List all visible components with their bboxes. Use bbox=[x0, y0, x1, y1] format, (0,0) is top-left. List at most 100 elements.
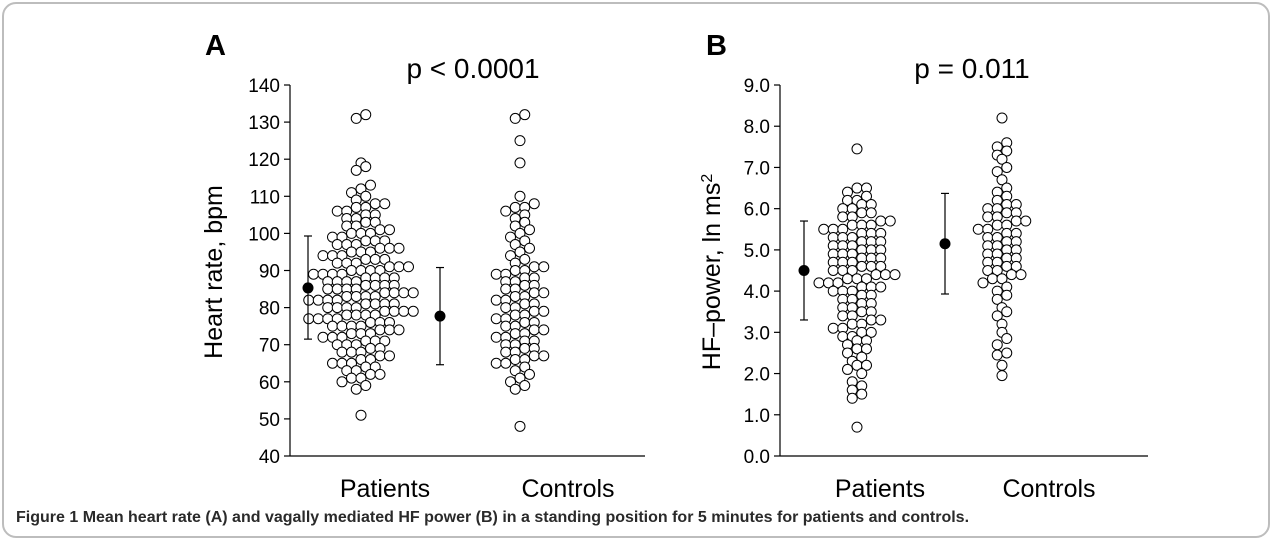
data-point bbox=[403, 261, 414, 273]
data-point bbox=[861, 359, 872, 371]
y-tick-label: 90 bbox=[259, 262, 280, 283]
data-point bbox=[398, 287, 410, 299]
data-point bbox=[865, 207, 877, 219]
data-point bbox=[369, 279, 381, 291]
mean-marker bbox=[939, 238, 951, 250]
data-point bbox=[393, 261, 405, 273]
panel-a-title: p < 0.0001 bbox=[406, 53, 539, 84]
data-point bbox=[384, 324, 395, 336]
data-point bbox=[865, 314, 877, 326]
data-point bbox=[500, 346, 512, 358]
caption-label: Figure 1 bbox=[16, 509, 79, 526]
data-point bbox=[875, 260, 887, 272]
data-point bbox=[350, 309, 362, 321]
data-point bbox=[519, 279, 531, 291]
y-tick-label: 100 bbox=[248, 224, 280, 245]
data-point bbox=[407, 305, 419, 317]
data-point bbox=[1001, 207, 1013, 219]
data-point bbox=[490, 313, 502, 325]
data-point bbox=[509, 354, 521, 366]
data-point bbox=[379, 287, 391, 299]
panel-a: A p < 0.0001 Heart rate, bpm 40 50 60 70 80 9… bbox=[200, 30, 645, 503]
data-point bbox=[524, 242, 535, 254]
mean-marker bbox=[434, 310, 446, 322]
data-point bbox=[1001, 347, 1013, 359]
data-point bbox=[369, 298, 381, 310]
y-tick-label: 110 bbox=[250, 187, 280, 208]
data-point bbox=[846, 219, 858, 231]
category-label: Controls bbox=[1002, 475, 1095, 503]
panel-b-y-ticks: 0.0 1.0 2.0 3.0 4.0 5.0 6.0 7.0 8.0 9.0 bbox=[744, 76, 780, 468]
data-point bbox=[987, 273, 998, 285]
data-point bbox=[500, 357, 512, 369]
data-point bbox=[996, 359, 1008, 371]
data-point bbox=[360, 253, 372, 265]
data-point bbox=[538, 324, 550, 336]
data-point bbox=[331, 239, 343, 251]
data-point bbox=[341, 309, 353, 321]
data-point bbox=[490, 294, 502, 306]
data-point bbox=[528, 350, 540, 362]
data-point bbox=[827, 265, 839, 276]
data-point bbox=[832, 277, 844, 289]
data-point bbox=[346, 328, 357, 340]
data-point bbox=[346, 227, 357, 239]
data-point bbox=[322, 283, 334, 295]
data-point bbox=[528, 305, 540, 317]
data-point bbox=[369, 253, 381, 265]
data-point bbox=[365, 342, 376, 354]
data-point bbox=[509, 309, 521, 321]
data-point bbox=[519, 298, 531, 310]
data-point bbox=[303, 294, 315, 306]
data-point bbox=[884, 215, 896, 227]
panel-a-categories: Patients Controls bbox=[340, 475, 615, 503]
data-point bbox=[875, 215, 887, 227]
panel-letter-a: A bbox=[205, 30, 226, 62]
data-point bbox=[1001, 306, 1013, 318]
data-point bbox=[341, 290, 353, 302]
data-point bbox=[875, 281, 887, 293]
mean-marker bbox=[798, 265, 810, 276]
data-point bbox=[509, 383, 521, 395]
panel-b-categories: Patients Controls bbox=[835, 475, 1096, 503]
panel-b-points bbox=[813, 112, 1032, 433]
data-point bbox=[991, 219, 1003, 231]
data-point bbox=[336, 346, 348, 358]
y-tick-label: 8.0 bbox=[744, 117, 770, 138]
data-point bbox=[346, 246, 357, 258]
data-point bbox=[538, 350, 550, 362]
data-point bbox=[856, 351, 868, 363]
data-point bbox=[331, 205, 343, 217]
data-point bbox=[1001, 145, 1013, 157]
mean-marker bbox=[302, 282, 314, 294]
data-point bbox=[856, 260, 868, 272]
data-point bbox=[856, 207, 868, 219]
data-point bbox=[379, 198, 391, 210]
y-tick-label: 7.0 bbox=[744, 158, 770, 179]
y-tick-label: 120 bbox=[248, 150, 280, 171]
data-point bbox=[331, 302, 343, 314]
data-point bbox=[851, 421, 863, 433]
data-point bbox=[1010, 215, 1022, 227]
data-point bbox=[393, 242, 405, 254]
data-point bbox=[388, 305, 400, 317]
data-point bbox=[500, 320, 512, 332]
panel-a-y-ticks: 40 50 60 70 80 90 100 110 120 130 140 bbox=[248, 76, 290, 468]
data-point bbox=[346, 265, 357, 276]
panel-b: B p = 0.011 HF–power, ln ms2 0.0 1.0 2.0 3.… bbox=[698, 30, 1148, 503]
data-point bbox=[360, 216, 372, 228]
data-point bbox=[303, 313, 315, 325]
data-point bbox=[846, 392, 858, 404]
data-point bbox=[837, 211, 849, 223]
data-point bbox=[1001, 289, 1013, 301]
data-point bbox=[519, 253, 531, 265]
data-point bbox=[360, 190, 372, 202]
data-point bbox=[388, 287, 400, 299]
data-point bbox=[350, 383, 362, 395]
data-point bbox=[514, 420, 526, 432]
panel-b-y-axis-label: HF–power, ln ms2 bbox=[698, 174, 726, 371]
data-point bbox=[524, 224, 535, 236]
data-point bbox=[500, 283, 512, 295]
data-point bbox=[490, 357, 502, 369]
